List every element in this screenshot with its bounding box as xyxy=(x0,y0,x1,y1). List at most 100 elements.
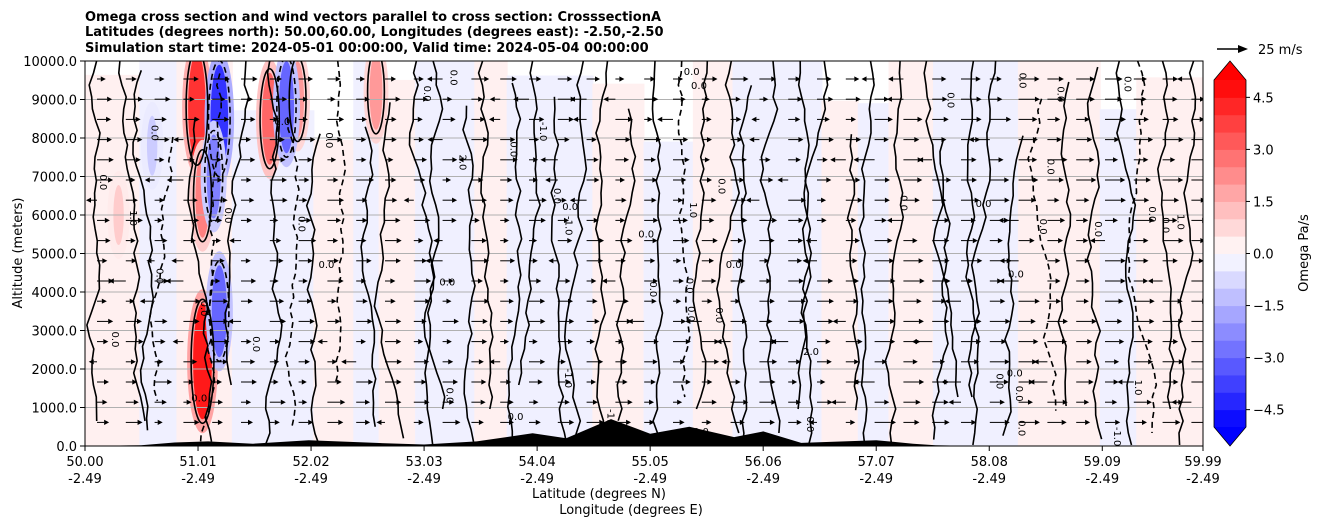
wind-vector-head xyxy=(1034,298,1040,304)
x-tick-label-lat: 56.06 xyxy=(745,455,782,470)
wind-vector-head xyxy=(563,217,569,223)
wind-vector-head xyxy=(395,258,401,264)
colorbar-band xyxy=(1214,357,1246,376)
wind-vector-head xyxy=(540,298,546,304)
wind-vector-head xyxy=(303,96,309,102)
wind-vector-head xyxy=(650,379,656,385)
wind-vector-head xyxy=(1143,238,1149,244)
wind-vector-head xyxy=(164,137,170,143)
contour-label: 0.0 xyxy=(444,388,455,404)
wind-vector-head xyxy=(890,278,896,284)
wind-vector-head xyxy=(1087,339,1093,345)
wind-vector-head xyxy=(1032,116,1038,122)
wind-vector-head xyxy=(222,359,228,365)
wind-vector-head xyxy=(361,278,367,284)
wind-vector-head xyxy=(108,177,114,183)
colorbar-tick-label: 4.5 xyxy=(1253,91,1274,106)
wind-vector-head xyxy=(887,116,893,122)
wind-vector-head xyxy=(998,217,1004,223)
wind-vector-head xyxy=(1058,238,1064,244)
wind-vector-head xyxy=(307,298,313,304)
wind-vector-head xyxy=(246,339,252,345)
wind-vector-head xyxy=(484,298,490,304)
x-axis-label-longitude: Longitude (degrees E) xyxy=(559,503,703,518)
wind-vector-head xyxy=(620,177,626,183)
wind-vector-head xyxy=(302,116,308,122)
wind-vector-head xyxy=(85,197,91,203)
x-tick-label-lat: 53.03 xyxy=(405,455,442,470)
wind-vector-head xyxy=(129,298,135,304)
wind-vector-head xyxy=(704,96,710,102)
wind-vector-head xyxy=(418,238,424,244)
wind-vector-head xyxy=(304,359,310,365)
y-axis: 0.0 1000.0 2000.0 3000.0 4000.0 5000.0 6000.0 7… xyxy=(23,55,85,455)
colorbar-band xyxy=(1214,97,1246,116)
contour-label: 0.0 xyxy=(222,208,233,224)
wind-vector-head xyxy=(1141,76,1147,82)
wind-vector-head xyxy=(567,238,573,244)
wind-vector-head xyxy=(1004,177,1010,183)
colorbar-extend-top xyxy=(1214,61,1246,80)
wind-vector-head xyxy=(395,217,401,223)
contour-ring xyxy=(192,148,213,243)
contour-label: 2.0 xyxy=(457,155,468,171)
wind-vector-head xyxy=(250,359,256,365)
wind-vector-head xyxy=(365,419,371,425)
quiver-key-label: 25 m/s xyxy=(1258,43,1303,58)
wind-vector-head xyxy=(361,137,367,143)
wind-vector-head xyxy=(229,238,235,244)
wind-vector-head xyxy=(103,339,109,345)
wind-vector-head xyxy=(308,76,314,82)
wind-vector-head xyxy=(331,298,337,304)
wind-vector-head xyxy=(1178,137,1184,143)
colorbar-tick-label: 3.0 xyxy=(1253,143,1274,158)
wind-vector-head xyxy=(108,318,114,324)
wind-vector-head xyxy=(1200,197,1203,203)
wind-vector-head xyxy=(276,76,282,82)
wind-vector-head xyxy=(884,399,890,405)
wind-vector-head xyxy=(1113,157,1119,163)
wind-vector-head xyxy=(1089,96,1095,102)
contour-label: -1.0 xyxy=(562,369,573,389)
wind-vector-head xyxy=(106,137,112,143)
wind-vector-head xyxy=(798,137,804,143)
contour-label: 0.0 xyxy=(1007,368,1023,379)
wind-vector-head xyxy=(309,318,315,324)
wind-vector-head xyxy=(540,359,546,365)
wind-vector-head xyxy=(915,399,921,405)
x-tick-label-lon: -2.49 xyxy=(746,472,780,487)
wind-vector-head xyxy=(856,137,862,143)
contour-label: 0.0 xyxy=(508,141,519,157)
contour-line xyxy=(224,61,250,386)
wind-vector-head xyxy=(1120,278,1126,284)
wind-vector-head xyxy=(368,379,374,385)
contour-line xyxy=(264,61,283,446)
wind-vector-head xyxy=(396,379,402,385)
wind-vector-head xyxy=(103,379,109,385)
wind-vector-head xyxy=(1148,137,1154,143)
colorbar-band xyxy=(1214,392,1246,411)
wind-vector-head xyxy=(188,379,194,385)
wind-vector-head xyxy=(390,298,396,304)
contour-label: 2.0 xyxy=(803,347,819,358)
wind-vector-head xyxy=(976,339,982,345)
wind-vector-head xyxy=(448,359,454,365)
colorbar-tick-label: −1.5 xyxy=(1253,300,1285,315)
wind-vector-head xyxy=(944,238,950,244)
wind-vector-head xyxy=(217,217,223,223)
wind-vector-head xyxy=(1144,197,1150,203)
omega-cell xyxy=(369,61,383,130)
wind-vector-head xyxy=(536,76,542,82)
x-tick-label-lon: -2.49 xyxy=(1186,472,1220,487)
wind-vector-head xyxy=(424,359,430,365)
contour-line xyxy=(716,61,741,434)
wind-vector-head xyxy=(1117,318,1123,324)
wind-vector-head xyxy=(1149,318,1155,324)
wind-vector-head xyxy=(331,157,337,163)
wind-vector-head xyxy=(627,238,633,244)
wind-vector-head xyxy=(360,76,366,82)
wind-vector-head xyxy=(745,197,751,203)
wind-vector-head xyxy=(219,258,225,264)
wind-vector-head xyxy=(627,116,633,122)
wind-vector-head xyxy=(712,76,718,82)
